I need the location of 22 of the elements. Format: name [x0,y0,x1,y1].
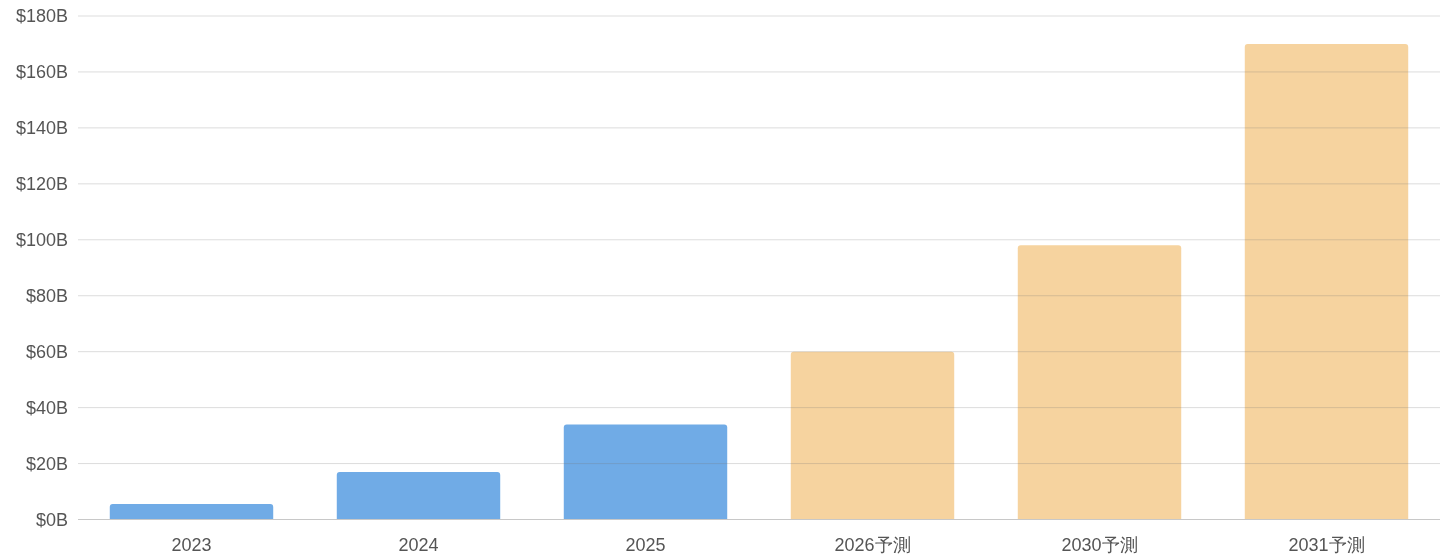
bar [1244,43,1409,520]
y-tick-label: $100B [15,230,68,251]
y-tick-label: $140B [15,118,68,139]
y-tick-label: $0B [35,509,68,530]
x-tick-label: 2023 [171,534,212,555]
bar [109,504,274,520]
bar [1017,245,1182,520]
x-tick-label: 2031予測 [1288,534,1365,555]
y-tick-label: $60B [25,341,68,362]
bar [790,351,955,520]
y-tick-label: $80B [25,286,68,307]
y-tick-label: $20B [25,453,68,474]
y-tick-label: $160B [15,62,68,83]
y-tick-label: $120B [15,174,68,195]
x-tick-label: 2025 [625,534,666,555]
x-tick-label: 2024 [398,534,439,555]
x-tick-label: 2030予測 [1061,534,1138,555]
y-tick-label: $40B [25,397,68,418]
y-tick-label: $180B [15,6,68,27]
bar [336,471,501,520]
bar [563,424,728,520]
x-tick-label: 2026予測 [834,534,911,555]
